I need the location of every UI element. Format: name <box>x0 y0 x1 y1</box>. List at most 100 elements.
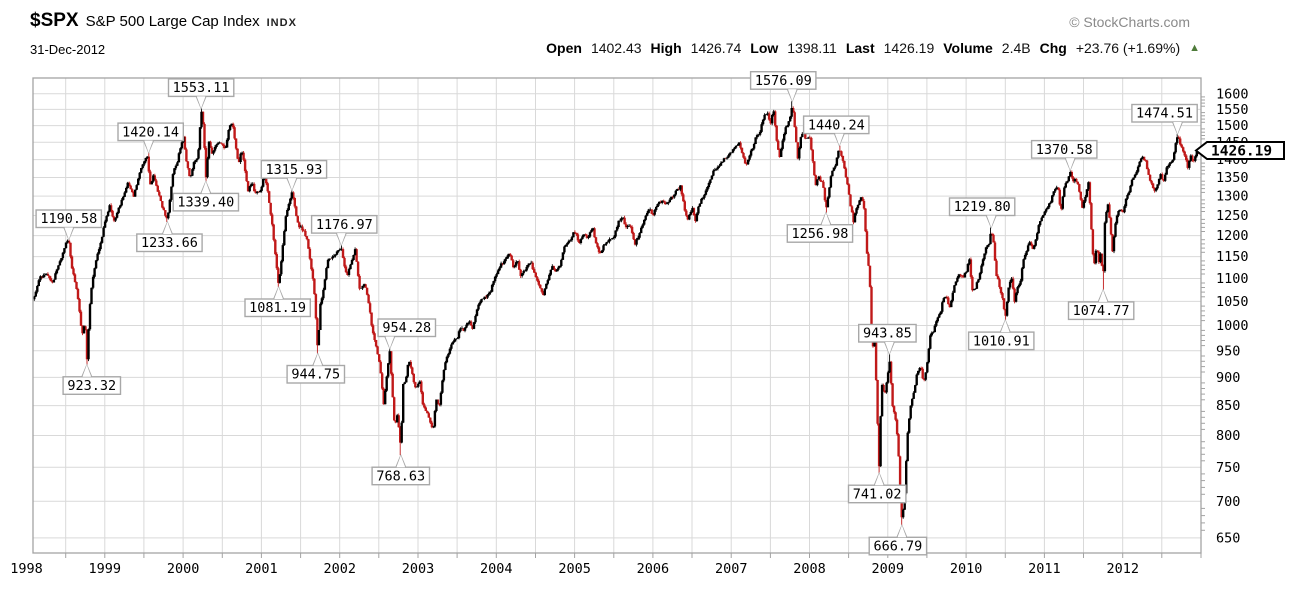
x-axis-tick-label: 2011 <box>1028 561 1061 577</box>
x-axis-tick-label: 2003 <box>402 561 435 577</box>
y-axis-tick-label: 1250 <box>1216 208 1249 224</box>
annotation-callout: 1256.98 <box>786 211 854 243</box>
annotation-price-label: 1219.80 <box>954 199 1011 215</box>
plot-border <box>32 77 1202 554</box>
y-axis-tick-label: 700 <box>1216 494 1240 510</box>
y-axis-tick-label: 750 <box>1216 460 1240 476</box>
y-axis-tick-label: 900 <box>1216 370 1240 386</box>
annotation-callout: 1315.93 <box>260 159 328 192</box>
y-axis-tick-label: 1350 <box>1216 170 1249 186</box>
annotation-price-label: 1256.98 <box>791 226 848 242</box>
index-name: S&P 500 Large Cap Index <box>85 13 260 30</box>
x-axis-tick-label: 2001 <box>245 561 278 577</box>
high-value: 1426.74 <box>690 40 742 56</box>
annotation-callout: 923.32 <box>62 363 122 395</box>
annotation-price-label: 666.79 <box>874 539 923 555</box>
ohlc-bar: Open 1402.43 High 1426.74 Low 1398.11 Last 1… <box>0 40 1200 56</box>
change-label: Chg <box>1039 40 1067 56</box>
y-axis-tick-label: 1050 <box>1216 294 1249 310</box>
last-label: Last <box>845 40 875 56</box>
annotation-callout: 1074.77 <box>1067 288 1135 321</box>
annotation-price-label: 1420.14 <box>122 124 179 140</box>
ticker-symbol: $SPX <box>30 10 79 31</box>
low-label: Low <box>750 40 779 56</box>
exchange-label: INDX <box>266 17 297 29</box>
annotation-price-label: 943.85 <box>863 326 912 342</box>
annotation-callout: 943.85 <box>858 323 917 356</box>
y-axis-tick-label: 1100 <box>1216 271 1249 287</box>
annotation-price-label: 1190.58 <box>40 211 97 227</box>
annotation-price-label: 741.02 <box>853 486 902 502</box>
high-label: High <box>650 40 682 56</box>
y-axis-tick-label: 650 <box>1216 530 1240 546</box>
y-axis-tick-label: 1600 <box>1216 86 1249 102</box>
candlestick-series <box>33 101 1201 526</box>
y-axis-tick-label: 850 <box>1216 398 1240 414</box>
annotation-callout: 1176.97 <box>310 214 378 247</box>
x-axis-tick-label: 2006 <box>637 561 670 577</box>
annotation-price-label: 944.75 <box>291 367 340 383</box>
annotation-callout: 954.28 <box>377 318 437 350</box>
annotation-price-label: 1010.91 <box>973 333 1030 349</box>
low-value: 1398.11 <box>787 40 837 56</box>
x-axis-tick-label: 2010 <box>950 561 983 577</box>
annotation-price-label: 1440.24 <box>808 117 865 133</box>
annotation-callout: 666.79 <box>868 523 928 556</box>
annotation-callout: 1440.24 <box>802 115 870 147</box>
annotation-price-label: 1339.40 <box>177 195 234 211</box>
last-price-tag: 1426.19 <box>1194 141 1285 160</box>
y-axis-tick-label: 1300 <box>1216 189 1249 205</box>
x-axis-tick-label: 1999 <box>89 561 122 577</box>
y-axis-tick-label: 950 <box>1216 343 1240 359</box>
annotation-price-label: 1315.93 <box>265 162 322 178</box>
last-price-tag-label: 1426.19 <box>1211 144 1272 160</box>
x-axis-tick-label: 1998 <box>10 561 43 577</box>
quote-date: 31-Dec-2012 <box>30 42 106 57</box>
annotation-callout: 1474.51 <box>1131 103 1198 136</box>
y-axis-tick-label: 1550 <box>1216 102 1249 118</box>
annotation-callout: 741.02 <box>847 471 907 504</box>
annotation-price-label: 1081.19 <box>249 300 306 316</box>
annotation-price-label: 1233.66 <box>141 235 198 251</box>
x-axis-tick-label: 2009 <box>872 561 905 577</box>
annotation-callout: 1370.58 <box>1030 139 1098 172</box>
annotation-price-label: 954.28 <box>382 320 431 336</box>
annotation-callout: 1081.19 <box>244 285 312 318</box>
y-axis-tick-label: 1150 <box>1216 249 1249 265</box>
volume-label: Volume <box>943 40 993 56</box>
annotation-price-label: 1474.51 <box>1136 106 1193 122</box>
annotation-callout: 1553.11 <box>167 78 235 110</box>
annotation-price-label: 1576.09 <box>755 73 812 89</box>
annotation-price-label: 768.63 <box>376 468 425 484</box>
title-row: $SPX S&P 500 Large Cap Index INDX <box>30 10 297 32</box>
annotation-callout: 1010.91 <box>967 318 1035 351</box>
annotation-callout: 1190.58 <box>35 209 103 241</box>
open-label: Open <box>546 40 582 56</box>
volume-value: 2.4B <box>1001 40 1031 56</box>
x-axis-tick-label: 2004 <box>480 561 513 577</box>
x-axis-tick-label: 2005 <box>558 561 591 577</box>
annotation-callout: 1233.66 <box>136 220 203 253</box>
y-axis-tick-label: 800 <box>1216 428 1240 444</box>
open-value: 1402.43 <box>590 40 642 56</box>
y-axis-tick-label: 1200 <box>1216 228 1249 244</box>
annotation-price-label: 923.32 <box>67 378 116 394</box>
y-axis-tick-label: 1000 <box>1216 318 1249 334</box>
x-axis-tick-label: 2012 <box>1106 561 1139 577</box>
last-value: 1426.19 <box>883 40 935 56</box>
annotation-price-label: 1553.11 <box>173 80 230 96</box>
annotation-callout: 1420.14 <box>117 122 185 154</box>
annotation-callout: 1219.80 <box>948 197 1016 229</box>
annotation-callout: 1339.40 <box>172 180 240 212</box>
annotation-price-label: 1176.97 <box>316 217 373 233</box>
stockcharts-credit: © StockCharts.com <box>1069 14 1190 30</box>
annotation-callout: 944.75 <box>286 352 346 384</box>
annotation-price-label: 1074.77 <box>1073 303 1130 319</box>
annotation-callout: 1576.09 <box>749 70 817 103</box>
y-axis-tick-label: 1500 <box>1216 118 1249 134</box>
annotation-callout: 768.63 <box>371 453 431 486</box>
x-axis-tick-label: 2000 <box>167 561 200 577</box>
change-value: +23.76 (+1.69%) <box>1075 40 1181 56</box>
